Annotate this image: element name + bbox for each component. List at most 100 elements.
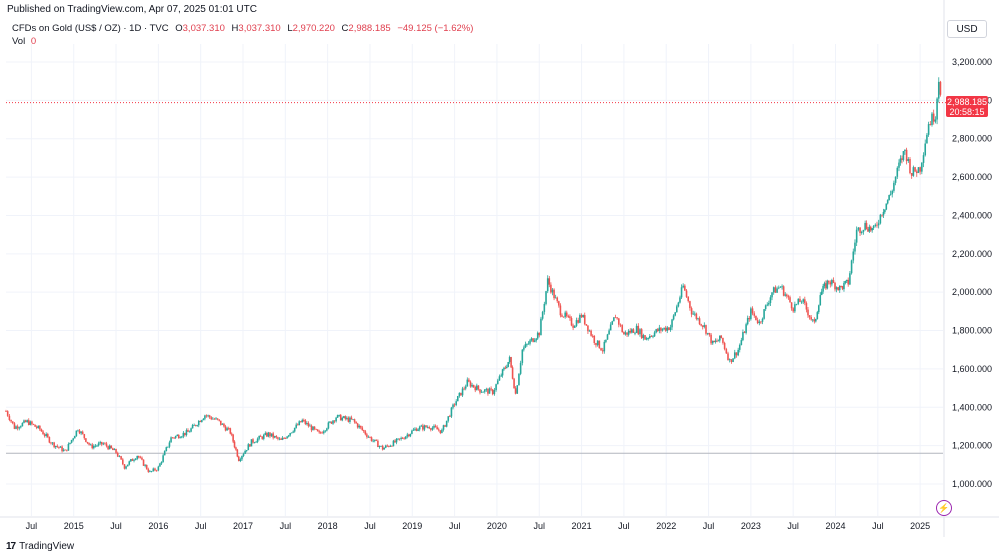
candle-body bbox=[588, 330, 591, 332]
candle-body bbox=[860, 231, 863, 234]
candle-body bbox=[332, 420, 334, 424]
candle-body bbox=[808, 315, 811, 318]
candle-body bbox=[346, 417, 348, 419]
candle-body bbox=[598, 340, 601, 349]
candle-body bbox=[259, 435, 262, 437]
candle-body bbox=[125, 466, 127, 469]
candle-body bbox=[468, 379, 470, 382]
candle-body bbox=[307, 422, 310, 427]
candle-body bbox=[177, 435, 180, 438]
candle-body bbox=[579, 315, 581, 323]
candle-body bbox=[508, 357, 511, 362]
candle-body bbox=[766, 304, 769, 306]
candle-body bbox=[386, 445, 389, 447]
x-tick-label: Jul bbox=[110, 521, 122, 531]
candle-body bbox=[914, 167, 916, 172]
candle-body bbox=[204, 415, 206, 419]
candle-body bbox=[59, 446, 62, 448]
candle-body bbox=[126, 464, 129, 467]
candle-body bbox=[149, 471, 151, 472]
candle-body bbox=[444, 425, 446, 427]
candle-body bbox=[498, 376, 501, 381]
candle-body bbox=[86, 441, 89, 444]
candle-body bbox=[318, 431, 320, 433]
x-tick-label: 2016 bbox=[148, 521, 168, 531]
candle-body bbox=[703, 325, 706, 327]
candle-body bbox=[827, 280, 830, 283]
candle-body bbox=[316, 429, 319, 432]
candle-body bbox=[85, 438, 87, 442]
candle-body bbox=[811, 319, 814, 321]
candle-body bbox=[329, 421, 331, 423]
candle-body bbox=[29, 421, 32, 425]
candle-body bbox=[191, 425, 194, 429]
candle-body bbox=[501, 369, 504, 376]
candle-body bbox=[50, 442, 52, 444]
candle-body bbox=[822, 286, 824, 292]
candle-body bbox=[924, 143, 927, 156]
candle-body bbox=[733, 352, 736, 359]
candle-body bbox=[884, 209, 886, 213]
candle-body bbox=[326, 428, 328, 431]
candle-body bbox=[455, 401, 457, 405]
candle-body bbox=[865, 222, 868, 229]
candle-body bbox=[128, 461, 131, 465]
candle-body bbox=[554, 297, 557, 299]
candle-body bbox=[215, 418, 217, 420]
candle-body bbox=[167, 446, 169, 448]
candle-body bbox=[743, 332, 746, 333]
candle-body bbox=[174, 436, 177, 438]
candle-body bbox=[871, 228, 873, 231]
candle-body bbox=[8, 415, 11, 421]
candle-body bbox=[567, 316, 570, 317]
candle-body bbox=[349, 417, 351, 422]
candle-body bbox=[388, 445, 390, 447]
candle-body bbox=[258, 435, 260, 439]
candle-body bbox=[700, 324, 702, 326]
candle-body bbox=[705, 325, 707, 334]
candle-body bbox=[372, 440, 374, 442]
candle-body bbox=[805, 303, 808, 310]
candle-body bbox=[872, 226, 875, 229]
candle-body bbox=[647, 338, 650, 339]
currency-button[interactable]: USD bbox=[947, 20, 987, 38]
candle-body bbox=[383, 447, 386, 450]
candle-body bbox=[637, 325, 640, 335]
candle-body bbox=[411, 430, 413, 434]
candle-body bbox=[197, 421, 200, 426]
candle-body bbox=[603, 341, 606, 352]
candle-body bbox=[414, 428, 416, 430]
candle-body bbox=[367, 436, 370, 438]
goto-realtime-icon[interactable]: ⚡ bbox=[936, 500, 952, 516]
candle-body bbox=[245, 450, 248, 451]
symbol-title[interactable]: CFDs on Gold (US$ / OZ) · 1D · TVC bbox=[12, 23, 169, 34]
candle-body bbox=[122, 459, 124, 465]
candle-body bbox=[422, 425, 424, 430]
candle-body bbox=[843, 282, 845, 290]
candle-body bbox=[931, 113, 933, 125]
candle-body bbox=[24, 420, 27, 423]
candle-body bbox=[426, 427, 429, 428]
candle-body bbox=[352, 419, 354, 421]
candle-body bbox=[102, 443, 105, 445]
candle-body bbox=[795, 303, 798, 305]
candle-body bbox=[306, 422, 308, 424]
candle-body bbox=[723, 342, 726, 350]
candle-body bbox=[205, 415, 208, 417]
candle-body bbox=[81, 431, 84, 435]
candle-body bbox=[919, 167, 921, 172]
candle-body bbox=[835, 287, 838, 290]
candle-body bbox=[548, 278, 551, 285]
candle-body bbox=[113, 449, 116, 451]
candle-body bbox=[107, 446, 109, 450]
candle-body bbox=[364, 431, 367, 435]
candle-body bbox=[450, 407, 453, 417]
candle-body bbox=[500, 375, 502, 377]
candle-body bbox=[524, 344, 527, 348]
candle-body bbox=[611, 321, 614, 325]
candle-body bbox=[758, 321, 761, 324]
candle-body bbox=[605, 339, 607, 342]
candle-body bbox=[130, 459, 132, 462]
candle-body bbox=[753, 313, 756, 316]
